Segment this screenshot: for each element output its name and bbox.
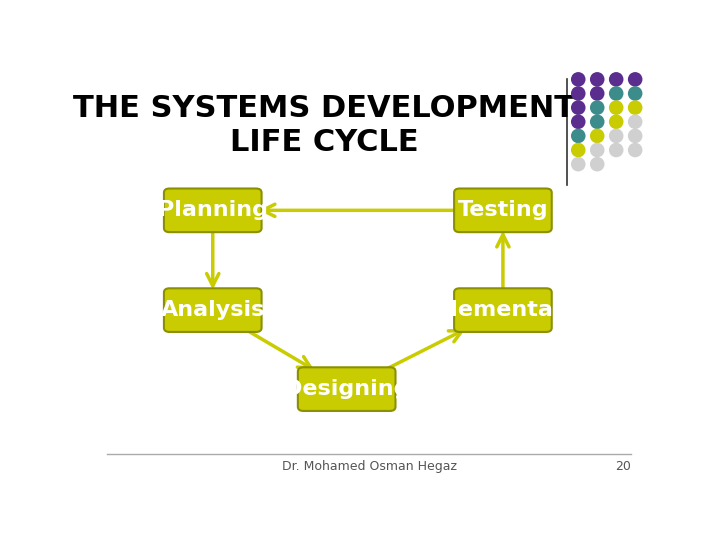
- Text: Dr. Mohamed Osman Hegaz: Dr. Mohamed Osman Hegaz: [282, 460, 456, 472]
- Point: [629, 75, 641, 84]
- Point: [611, 89, 622, 98]
- Point: [611, 75, 622, 84]
- Point: [591, 103, 603, 112]
- Text: THE SYSTEMS DEVELOPMENT
LIFE CYCLE: THE SYSTEMS DEVELOPMENT LIFE CYCLE: [73, 94, 575, 157]
- Point: [572, 117, 584, 126]
- Point: [629, 117, 641, 126]
- FancyBboxPatch shape: [298, 367, 395, 411]
- FancyBboxPatch shape: [454, 188, 552, 232]
- Point: [591, 146, 603, 154]
- Point: [591, 89, 603, 98]
- Point: [572, 75, 584, 84]
- Point: [611, 146, 622, 154]
- Point: [629, 103, 641, 112]
- Text: 20: 20: [616, 460, 631, 472]
- Point: [629, 146, 641, 154]
- Point: [572, 160, 584, 168]
- Point: [572, 132, 584, 140]
- Point: [572, 146, 584, 154]
- FancyBboxPatch shape: [164, 188, 261, 232]
- Point: [611, 132, 622, 140]
- Point: [591, 75, 603, 84]
- Point: [629, 132, 641, 140]
- Point: [591, 117, 603, 126]
- Text: Planning: Planning: [158, 200, 268, 220]
- FancyBboxPatch shape: [454, 288, 552, 332]
- Point: [591, 160, 603, 168]
- Point: [611, 117, 622, 126]
- Point: [629, 89, 641, 98]
- Point: [572, 89, 584, 98]
- Point: [591, 132, 603, 140]
- Point: [572, 103, 584, 112]
- Text: Implementation: Implementation: [403, 300, 603, 320]
- Text: Analysis: Analysis: [161, 300, 265, 320]
- Text: Designing: Designing: [284, 379, 410, 399]
- Text: Testing: Testing: [458, 200, 548, 220]
- Point: [611, 103, 622, 112]
- FancyBboxPatch shape: [164, 288, 261, 332]
